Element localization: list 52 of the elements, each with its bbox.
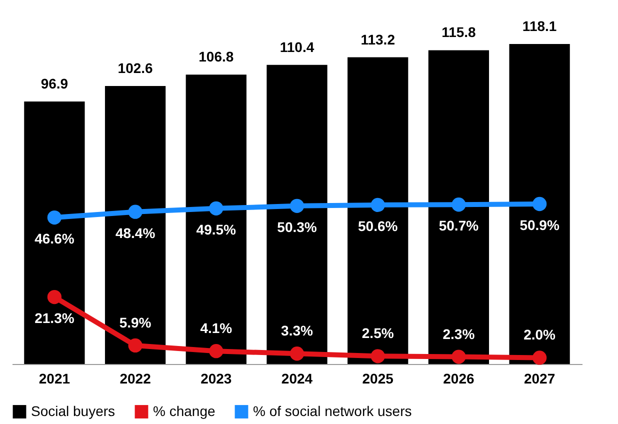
bar <box>266 64 328 364</box>
data-label: 50.9% <box>520 217 560 233</box>
point <box>452 350 466 364</box>
data-label: 3.3% <box>281 322 314 339</box>
point <box>290 198 304 213</box>
data-label: 50.3% <box>277 218 318 235</box>
data-label: 2.5% <box>362 325 394 342</box>
x-tick-label: 2022 <box>120 370 152 386</box>
point <box>370 198 385 212</box>
x-tick-label: 2027 <box>524 370 556 386</box>
x-tick-label: 2025 <box>362 370 394 386</box>
data-label: 96.9 <box>40 75 68 92</box>
data-label: 21.3% <box>34 310 75 326</box>
point <box>47 290 62 304</box>
bar <box>509 44 570 364</box>
point <box>47 210 62 225</box>
data-label: 5.9% <box>119 314 152 330</box>
data-label: 50.6% <box>358 218 398 234</box>
point <box>209 344 224 358</box>
data-label: 118.1 <box>522 18 557 34</box>
legend-label: % of social network users <box>253 402 412 419</box>
data-label: 102.6 <box>118 60 154 76</box>
data-label: 48.4% <box>115 224 156 241</box>
data-label: 46.6% <box>34 230 75 247</box>
data-label: 49.5% <box>196 221 237 238</box>
bar <box>104 86 166 364</box>
bar <box>186 74 246 364</box>
data-label: 4.1% <box>200 320 233 336</box>
data-label: 115.8 <box>442 24 476 40</box>
x-tick-label: 2023 <box>200 370 232 386</box>
data-label: 2.0% <box>524 326 556 343</box>
bar <box>428 50 490 364</box>
point <box>128 204 142 219</box>
bar <box>24 101 85 364</box>
data-label: 113.2 <box>360 31 396 48</box>
data-label: 2.3% <box>442 326 476 342</box>
point <box>370 349 385 364</box>
legend-label: % change <box>153 402 216 419</box>
x-tick-label: 2026 <box>443 370 474 386</box>
x-tick-label: 2024 <box>281 370 313 386</box>
point <box>128 338 142 353</box>
point <box>532 196 547 212</box>
point <box>209 201 224 216</box>
data-label: 106.8 <box>198 48 234 65</box>
point <box>532 350 547 365</box>
legend-label: Social buyers <box>31 402 116 419</box>
bar <box>348 57 408 364</box>
point <box>452 198 466 212</box>
data-label: 110.4 <box>280 38 314 55</box>
point <box>290 346 304 361</box>
x-tick-label: 2021 <box>38 370 70 386</box>
data-label: 50.7% <box>438 218 480 234</box>
